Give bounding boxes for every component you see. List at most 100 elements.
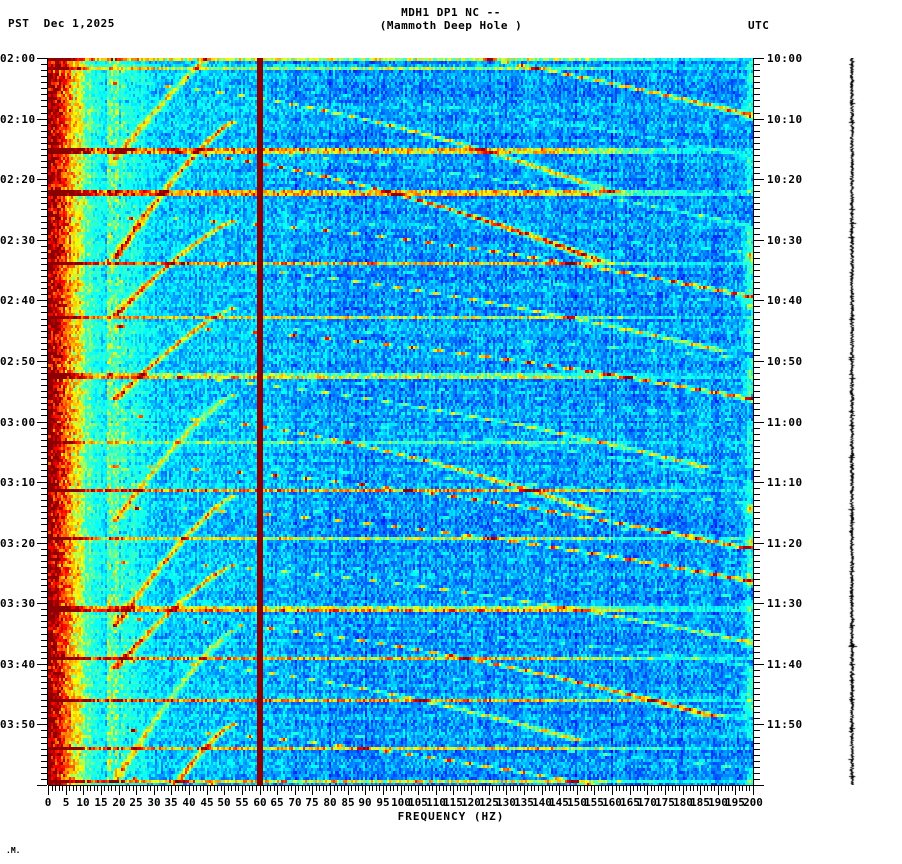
frequency-tick-minor <box>697 786 698 791</box>
frequency-label: 150 <box>567 796 587 809</box>
time-tick-minor-left <box>41 434 47 435</box>
time-tick-minor-right <box>754 331 760 332</box>
time-tick-minor-right <box>754 518 760 519</box>
time-tick-minor-right <box>754 319 760 320</box>
time-tick-minor-left <box>41 428 47 429</box>
frequency-tick-minor <box>616 786 617 791</box>
time-tick-minor-right <box>754 228 760 229</box>
frequency-tick-minor <box>126 786 127 791</box>
time-tick-minor-right <box>754 349 760 350</box>
frequency-tick-minor <box>235 786 236 791</box>
frequency-tick-minor <box>355 786 356 791</box>
time-tick-minor-left <box>41 325 47 326</box>
frequency-label: 70 <box>288 796 302 809</box>
frequency-tick-major <box>418 786 419 795</box>
frequency-tick-minor <box>503 786 504 791</box>
time-tick-minor-right <box>754 476 760 477</box>
frequency-label: 135 <box>514 796 534 809</box>
time-label-utc: 11:50 <box>767 718 803 731</box>
frequency-tick-minor <box>464 786 465 791</box>
time-tick-minor-right <box>754 391 760 392</box>
time-tick-minor-left <box>41 385 47 386</box>
time-tick-minor-left <box>41 282 47 283</box>
frequency-tick-minor <box>411 786 412 791</box>
frequency-label: 105 <box>408 796 428 809</box>
frequency-tick-minor <box>362 786 363 791</box>
time-tick-minor-right <box>754 76 760 77</box>
frequency-tick-major <box>524 786 525 795</box>
frequency-tick-minor <box>545 786 546 791</box>
frequency-tick-minor <box>319 786 320 791</box>
time-tick-minor-left <box>41 682 47 683</box>
time-tick-minor-right <box>754 246 760 247</box>
time-tick-minor-right <box>754 561 760 562</box>
time-tick-major-left <box>37 119 47 120</box>
frequency-tick-minor <box>323 786 324 791</box>
seismogram-trace-canvas <box>820 58 890 785</box>
frequency-tick-minor <box>675 786 676 791</box>
frequency-tick-minor <box>228 786 229 791</box>
time-tick-minor-left <box>41 331 47 332</box>
frequency-tick-major <box>665 786 666 795</box>
time-tick-minor-left <box>41 222 47 223</box>
time-label-pst: 03:10 <box>0 476 36 489</box>
frequency-axis-title: FREQUENCY (HZ) <box>397 810 505 823</box>
time-tick-major-right <box>754 603 764 604</box>
frequency-tick-major <box>242 786 243 795</box>
frequency-tick-minor <box>193 786 194 791</box>
time-tick-minor-left <box>41 149 47 150</box>
frequency-label: 55 <box>235 796 249 809</box>
frequency-tick-minor <box>728 786 729 791</box>
frequency-tick-minor <box>157 786 158 791</box>
frequency-tick-major <box>312 786 313 795</box>
time-tick-minor-left <box>41 70 47 71</box>
time-tick-major-left <box>37 361 47 362</box>
time-tick-minor-right <box>754 609 760 610</box>
frequency-label: 65 <box>270 796 284 809</box>
time-tick-major-right <box>754 543 764 544</box>
time-tick-minor-right <box>754 106 760 107</box>
frequency-label: 195 <box>725 796 745 809</box>
time-tick-minor-left <box>41 524 47 525</box>
time-tick-minor-left <box>41 403 47 404</box>
frequency-tick-minor <box>397 786 398 791</box>
frequency-tick-major <box>559 786 560 795</box>
frequency-tick-minor <box>404 786 405 791</box>
time-tick-minor-left <box>41 470 47 471</box>
time-tick-minor-left <box>41 634 47 635</box>
frequency-label: 95 <box>376 796 390 809</box>
time-tick-minor-left <box>41 458 47 459</box>
frequency-tick-major <box>718 786 719 795</box>
frequency-tick-major <box>630 786 631 795</box>
time-tick-minor-left <box>41 415 47 416</box>
time-tick-minor-right <box>754 640 760 641</box>
time-tick-minor-left <box>41 579 47 580</box>
time-label-utc: 10:10 <box>767 113 803 126</box>
time-tick-minor-left <box>41 767 47 768</box>
time-tick-minor-left <box>41 76 47 77</box>
frequency-tick-major <box>436 786 437 795</box>
spectrogram-plot[interactable] <box>48 58 753 785</box>
frequency-tick-minor <box>439 786 440 791</box>
time-tick-minor-right <box>754 658 760 659</box>
time-label-utc: 10:20 <box>767 173 803 186</box>
frequency-tick-minor <box>59 786 60 791</box>
time-label-utc: 10:40 <box>767 294 803 307</box>
time-tick-minor-left <box>41 337 47 338</box>
time-tick-minor-right <box>754 70 760 71</box>
frequency-tick-minor <box>467 786 468 791</box>
time-tick-minor-left <box>41 258 47 259</box>
time-tick-minor-right <box>754 591 760 592</box>
frequency-tick-minor <box>704 786 705 791</box>
time-tick-minor-left <box>41 94 47 95</box>
frequency-label: 110 <box>426 796 446 809</box>
frequency-tick-major <box>489 786 490 795</box>
frequency-tick-minor <box>305 786 306 791</box>
time-label-pst: 02:50 <box>0 355 36 368</box>
frequency-label: 125 <box>479 796 499 809</box>
time-tick-minor-left <box>41 737 47 738</box>
frequency-tick-minor <box>605 786 606 791</box>
time-tick-minor-left <box>41 537 47 538</box>
frequency-tick-major <box>66 786 67 795</box>
time-tick-minor-right <box>754 167 760 168</box>
